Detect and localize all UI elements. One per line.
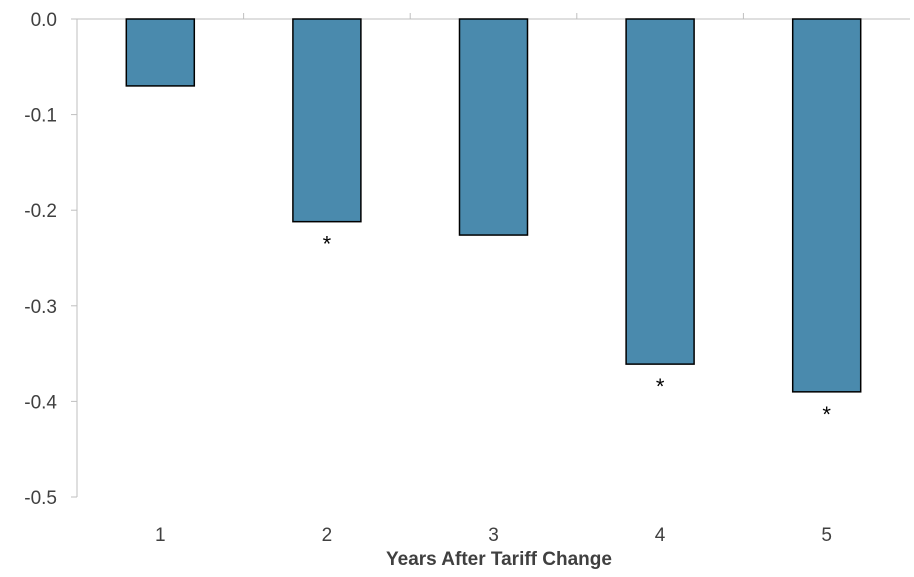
bars [125,18,862,393]
bar-2 [292,18,362,223]
y-tick-label: -0.4 [24,392,57,413]
significance-mark: * [656,374,665,399]
bar-5 [791,18,862,393]
x-tick-label: 3 [488,525,499,546]
y-tick-label: -0.1 [24,106,57,127]
x-tick-label: 5 [821,525,832,546]
bar-4 [625,18,695,365]
x-tick-label: 1 [155,525,166,546]
y-tick-label: -0.5 [24,488,57,509]
significance-mark: * [323,232,332,257]
y-tick-label: -0.2 [24,201,57,222]
y-tick-label: 0.0 [31,10,57,31]
y-tick-label: -0.3 [24,297,57,318]
x-tick-label: 2 [322,525,333,546]
bar-1 [125,18,196,87]
bar-3 [458,18,529,236]
y-axis: 0.0 -0.1 -0.2 -0.3 -0.4 -0.5 [24,10,78,509]
x-tick-label: 4 [655,525,666,546]
significance-mark: * [822,402,831,427]
significance-marks: * * * [323,232,832,427]
x-axis-title: Years After Tariff Change [386,549,612,570]
